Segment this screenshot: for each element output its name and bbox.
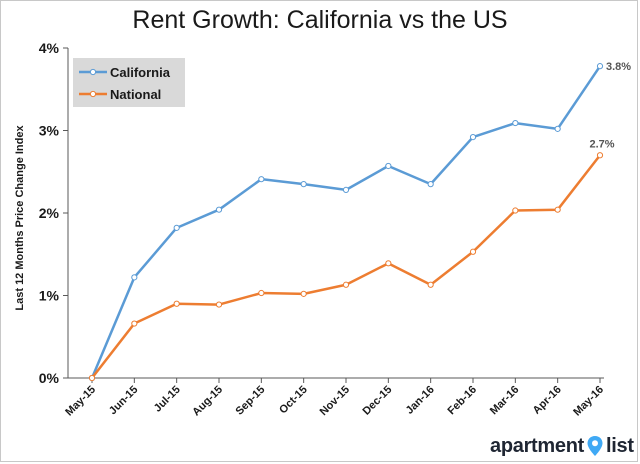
y-tick-label: 3% [39,123,60,139]
data-point-california [300,181,307,188]
data-point-california [427,181,434,188]
data-point-national [385,260,392,267]
data-point-california [173,224,180,231]
data-point-california [215,206,223,213]
data-point-california [258,176,265,183]
data-point-california [512,119,519,127]
x-tick-label: Nov-15 [318,384,352,418]
x-tick-label: Oct-15 [277,384,310,417]
data-point-california [469,134,477,141]
x-tick-label: Jun-15 [107,384,141,418]
data-point-national [512,207,519,214]
data-point-california [385,162,392,170]
x-tick-label: Sep-15 [233,384,267,418]
data-point-national [554,206,561,213]
x-tick-label: Mar-16 [488,384,522,418]
map-pin-icon [587,436,603,456]
data-point-california [596,63,604,70]
data-label-california: 3.8% [606,61,631,73]
data-point-national [342,281,350,288]
x-tick-label: Jul-15 [152,384,183,415]
labels-layer: 3.8% 2.7% [589,61,631,150]
y-tick-label: 2% [39,205,60,221]
brand-text-right: list [606,434,634,457]
data-point-national [88,374,96,382]
legend-swatch-national [79,90,107,98]
data-point-national [131,320,138,327]
legend-item-california: California [79,62,170,82]
y-tick-label: 4% [39,40,60,56]
x-tick-label: Apr-16 [531,384,564,417]
data-point-national [215,301,223,308]
x-tick-label: May-16 [571,384,606,419]
x-tick-label: May-15 [63,384,98,419]
x-tick-label: Dec-15 [360,384,394,418]
brand-text-left: apartment [490,434,584,457]
legend-item-national: National [79,84,161,104]
data-point-california [342,186,350,193]
series-layer [88,63,604,382]
data-point-california [554,125,561,132]
y-tick-label: 0% [39,370,60,386]
data-point-national [258,289,265,297]
x-tick-label: Jan-16 [404,384,437,417]
x-tick-label: Aug-15 [190,384,225,419]
legend: California National [73,58,185,107]
data-point-national [300,290,307,297]
y-axis-label: Last 12 Months Price Change Index [14,125,26,311]
data-point-national [469,248,477,255]
data-label-national: 2.7% [589,138,614,150]
chart-title: Rent Growth: California vs the US [132,6,508,34]
legend-label-california: California [110,64,170,80]
brand-logo: apartment list [490,434,634,458]
legend-label-national: National [110,86,162,102]
data-point-national [173,300,180,307]
y-tick-label: 1% [39,288,60,304]
legend-swatch-california [79,68,107,76]
data-point-national [596,152,604,159]
x-tick-label: Feb-16 [446,384,480,418]
series-line-california [90,65,602,379]
data-point-national [427,281,434,288]
data-point-california [131,274,138,281]
